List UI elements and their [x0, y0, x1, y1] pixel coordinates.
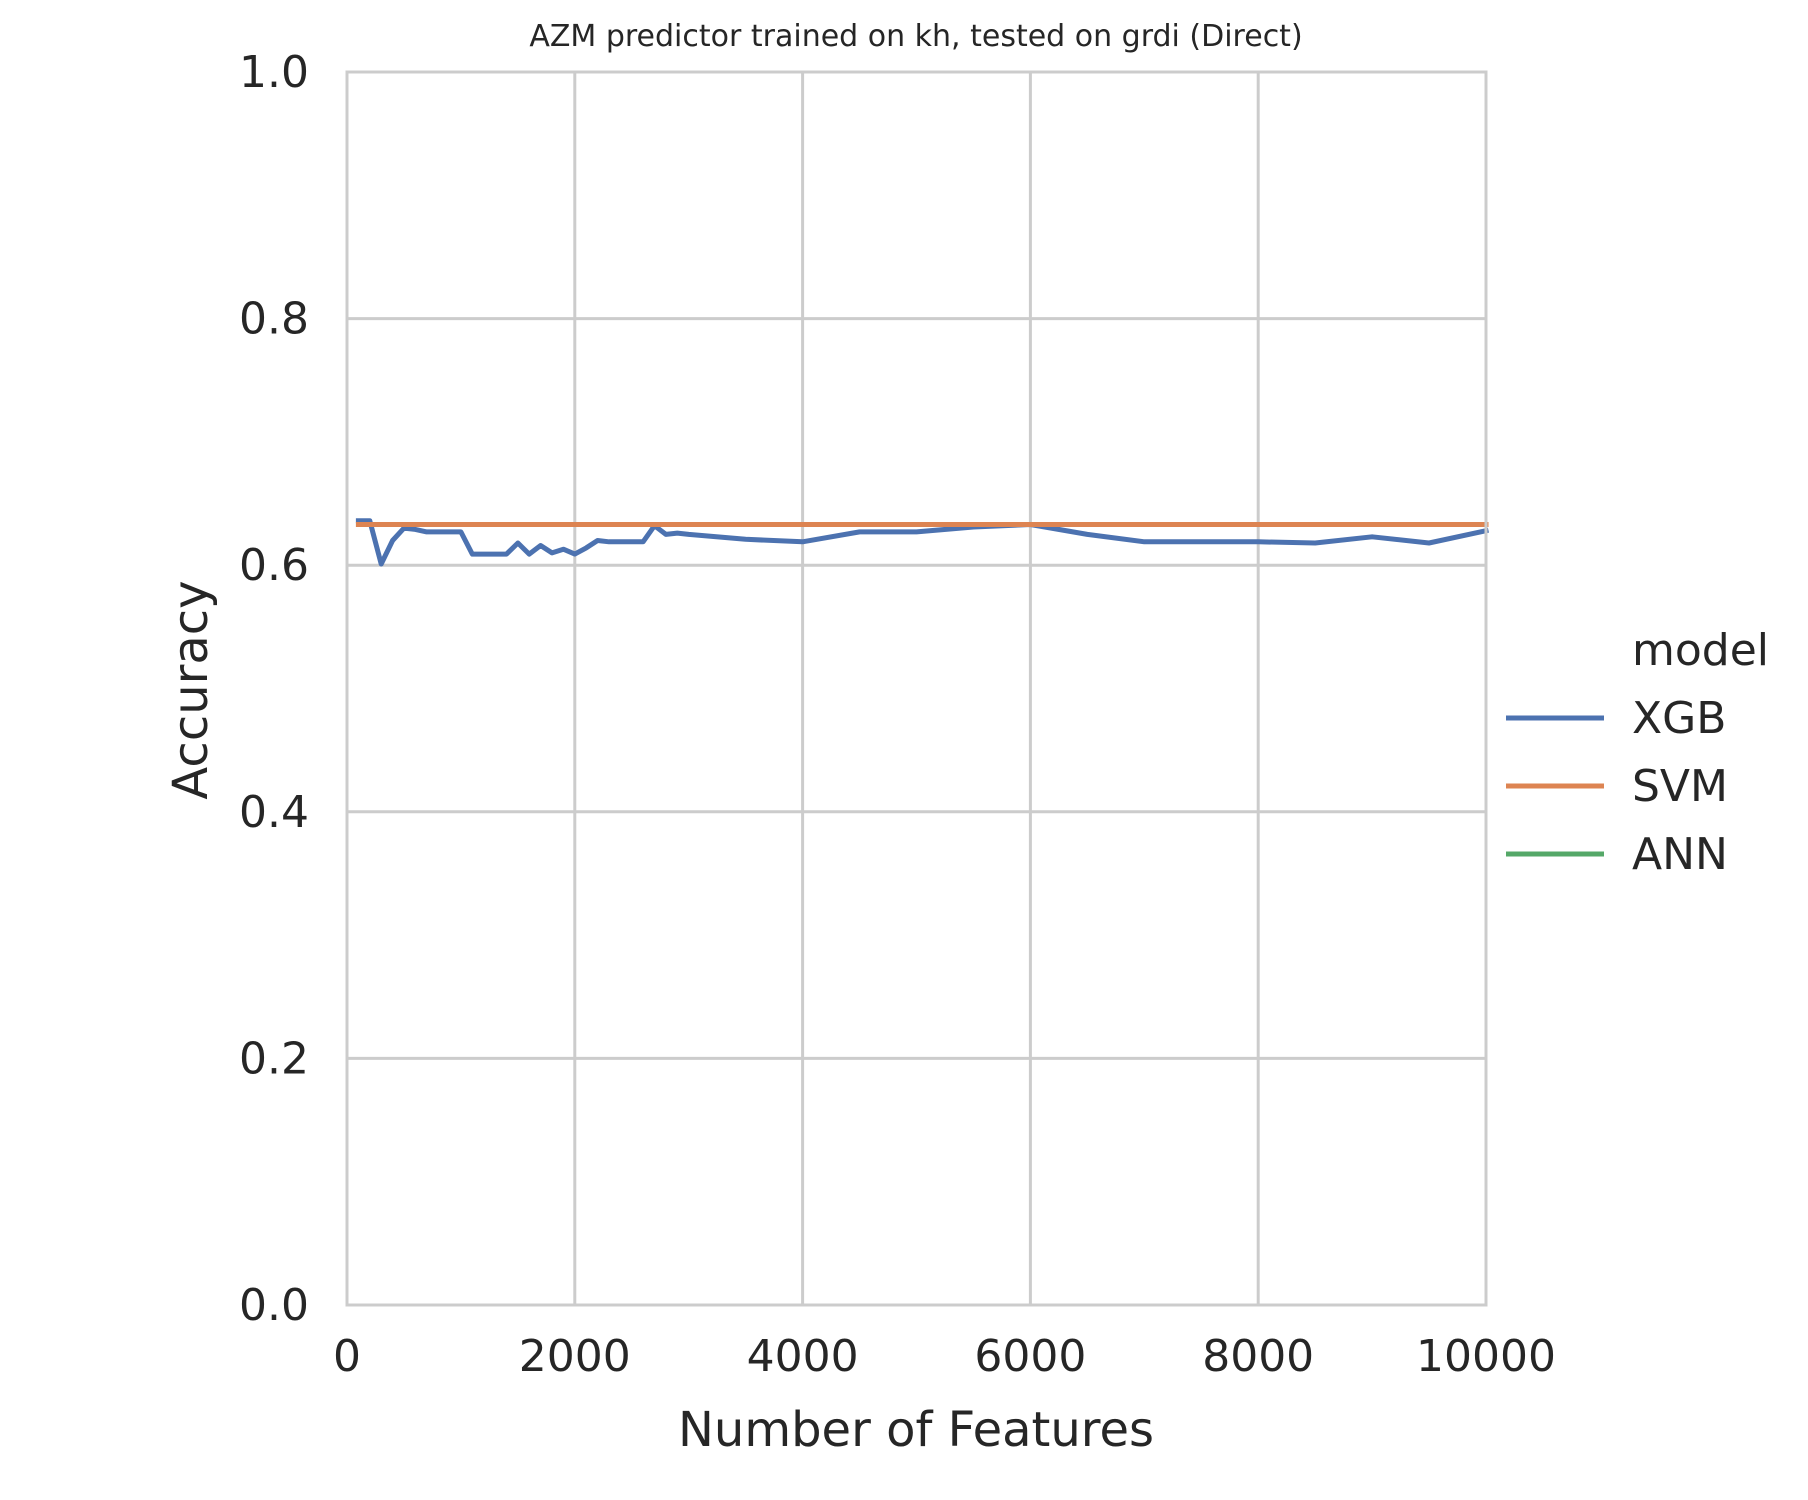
tick-labels: 0 2000 4000 6000 8000 10000 0.0 0.2 0.4 0.6 0.8 1.0 — [239, 47, 1556, 1382]
y-tick-label: 1.0 — [239, 47, 309, 98]
x-tick-label: 6000 — [974, 1331, 1086, 1382]
plot-area-border — [345, 70, 1488, 1307]
x-axis-label: Number of Features — [678, 1402, 1154, 1458]
legend-label-svm: SVM — [1632, 761, 1728, 812]
y-tick-label: 0.8 — [239, 294, 309, 345]
legend: model XGB SVM ANN — [1506, 625, 1769, 880]
x-tick-label: 10000 — [1416, 1331, 1556, 1382]
y-axis-label: Accuracy — [163, 580, 219, 799]
legend-label-xgb: XGB — [1632, 693, 1726, 744]
series-line-xgb — [355, 518, 1489, 567]
series-layer — [355, 518, 1489, 567]
y-tick-label: 0.2 — [239, 1033, 309, 1084]
x-tick-label: 0 — [333, 1331, 361, 1382]
x-tick-label: 8000 — [1202, 1331, 1314, 1382]
y-tick-label: 0.6 — [239, 540, 309, 591]
x-tick-label: 2000 — [519, 1331, 631, 1382]
chart-title: AZM predictor trained on kh, tested on g… — [529, 19, 1302, 54]
grid-lines — [345, 70, 1488, 1307]
y-tick-label: 0.4 — [239, 787, 309, 838]
legend-label-ann: ANN — [1632, 829, 1728, 880]
y-tick-label: 0.0 — [239, 1280, 309, 1331]
legend-title: model — [1632, 625, 1769, 676]
plot-frame — [345, 70, 1488, 1307]
x-tick-label: 4000 — [747, 1331, 859, 1382]
